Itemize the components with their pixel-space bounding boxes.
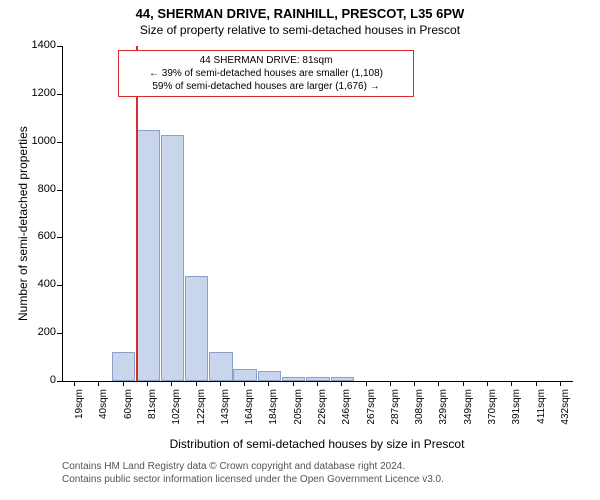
x-tick-label: 122sqm <box>196 389 207 439</box>
x-tick-mark <box>341 381 342 386</box>
histogram-bar <box>136 130 159 381</box>
y-tick-mark <box>57 94 62 95</box>
x-tick-label: 143sqm <box>220 389 231 439</box>
chart-subtitle: Size of property relative to semi-detach… <box>0 21 600 37</box>
x-tick-mark <box>196 381 197 386</box>
x-tick-mark <box>414 381 415 386</box>
annotation-box: 44 SHERMAN DRIVE: 81sqm ← 39% of semi-de… <box>118 50 414 97</box>
x-tick-label: 329sqm <box>438 389 449 439</box>
x-tick-label: 349sqm <box>463 389 474 439</box>
y-tick-label: 600 <box>20 230 56 242</box>
y-tick-mark <box>57 381 62 382</box>
x-tick-label: 60sqm <box>123 389 134 439</box>
x-tick-label: 308sqm <box>414 389 425 439</box>
x-tick-label: 102sqm <box>171 389 182 439</box>
y-axis-label: Number of semi-detached properties <box>16 126 30 321</box>
x-tick-mark <box>317 381 318 386</box>
y-tick-label: 400 <box>20 278 56 290</box>
x-tick-label: 391sqm <box>511 389 522 439</box>
x-tick-label: 81sqm <box>147 389 158 439</box>
y-tick-label: 200 <box>20 326 56 338</box>
x-tick-label: 40sqm <box>98 389 109 439</box>
y-tick-label: 1000 <box>20 135 56 147</box>
x-tick-label: 267sqm <box>366 389 377 439</box>
y-tick-mark <box>57 333 62 334</box>
histogram-bar <box>112 352 135 381</box>
histogram-bar <box>185 276 208 381</box>
x-tick-mark <box>74 381 75 386</box>
x-tick-mark <box>98 381 99 386</box>
x-tick-label: 184sqm <box>268 389 279 439</box>
x-tick-mark <box>560 381 561 386</box>
histogram-bar <box>161 135 184 381</box>
x-tick-mark <box>123 381 124 386</box>
x-tick-mark <box>293 381 294 386</box>
x-tick-mark <box>463 381 464 386</box>
x-tick-label: 164sqm <box>244 389 255 439</box>
y-tick-mark <box>57 142 62 143</box>
x-tick-label: 246sqm <box>341 389 352 439</box>
x-tick-mark <box>536 381 537 386</box>
x-tick-mark <box>220 381 221 386</box>
histogram-bar <box>233 369 256 381</box>
x-tick-mark <box>147 381 148 386</box>
footer-line2: Contains public sector information licen… <box>62 474 444 485</box>
x-tick-mark <box>268 381 269 386</box>
x-axis-label: Distribution of semi-detached houses by … <box>62 437 572 451</box>
x-tick-mark <box>171 381 172 386</box>
histogram-bar <box>258 371 281 381</box>
footer-line1: Contains HM Land Registry data © Crown c… <box>62 461 405 472</box>
x-tick-mark <box>244 381 245 386</box>
x-tick-label: 432sqm <box>560 389 571 439</box>
histogram-bar <box>282 377 305 381</box>
y-tick-label: 800 <box>20 183 56 195</box>
x-tick-label: 370sqm <box>487 389 498 439</box>
x-tick-label: 19sqm <box>74 389 85 439</box>
x-tick-label: 226sqm <box>317 389 328 439</box>
y-tick-label: 1400 <box>20 39 56 51</box>
x-tick-label: 411sqm <box>536 389 547 439</box>
y-tick-mark <box>57 190 62 191</box>
chart-title: 44, SHERMAN DRIVE, RAINHILL, PRESCOT, L3… <box>0 0 600 21</box>
y-tick-label: 0 <box>20 374 56 386</box>
annot-line3: 59% of semi-detached houses are larger (… <box>125 80 407 93</box>
x-tick-mark <box>511 381 512 386</box>
x-tick-mark <box>438 381 439 386</box>
y-tick-mark <box>57 46 62 47</box>
x-tick-label: 205sqm <box>293 389 304 439</box>
x-tick-label: 287sqm <box>390 389 401 439</box>
annot-line1: 44 SHERMAN DRIVE: 81sqm <box>125 54 407 67</box>
x-tick-mark <box>487 381 488 386</box>
x-tick-mark <box>390 381 391 386</box>
annot-line2: ← 39% of semi-detached houses are smalle… <box>125 67 407 80</box>
y-tick-mark <box>57 237 62 238</box>
y-tick-mark <box>57 285 62 286</box>
histogram-bar <box>209 352 232 381</box>
histogram-bar <box>331 377 354 381</box>
y-tick-label: 1200 <box>20 87 56 99</box>
x-tick-mark <box>366 381 367 386</box>
